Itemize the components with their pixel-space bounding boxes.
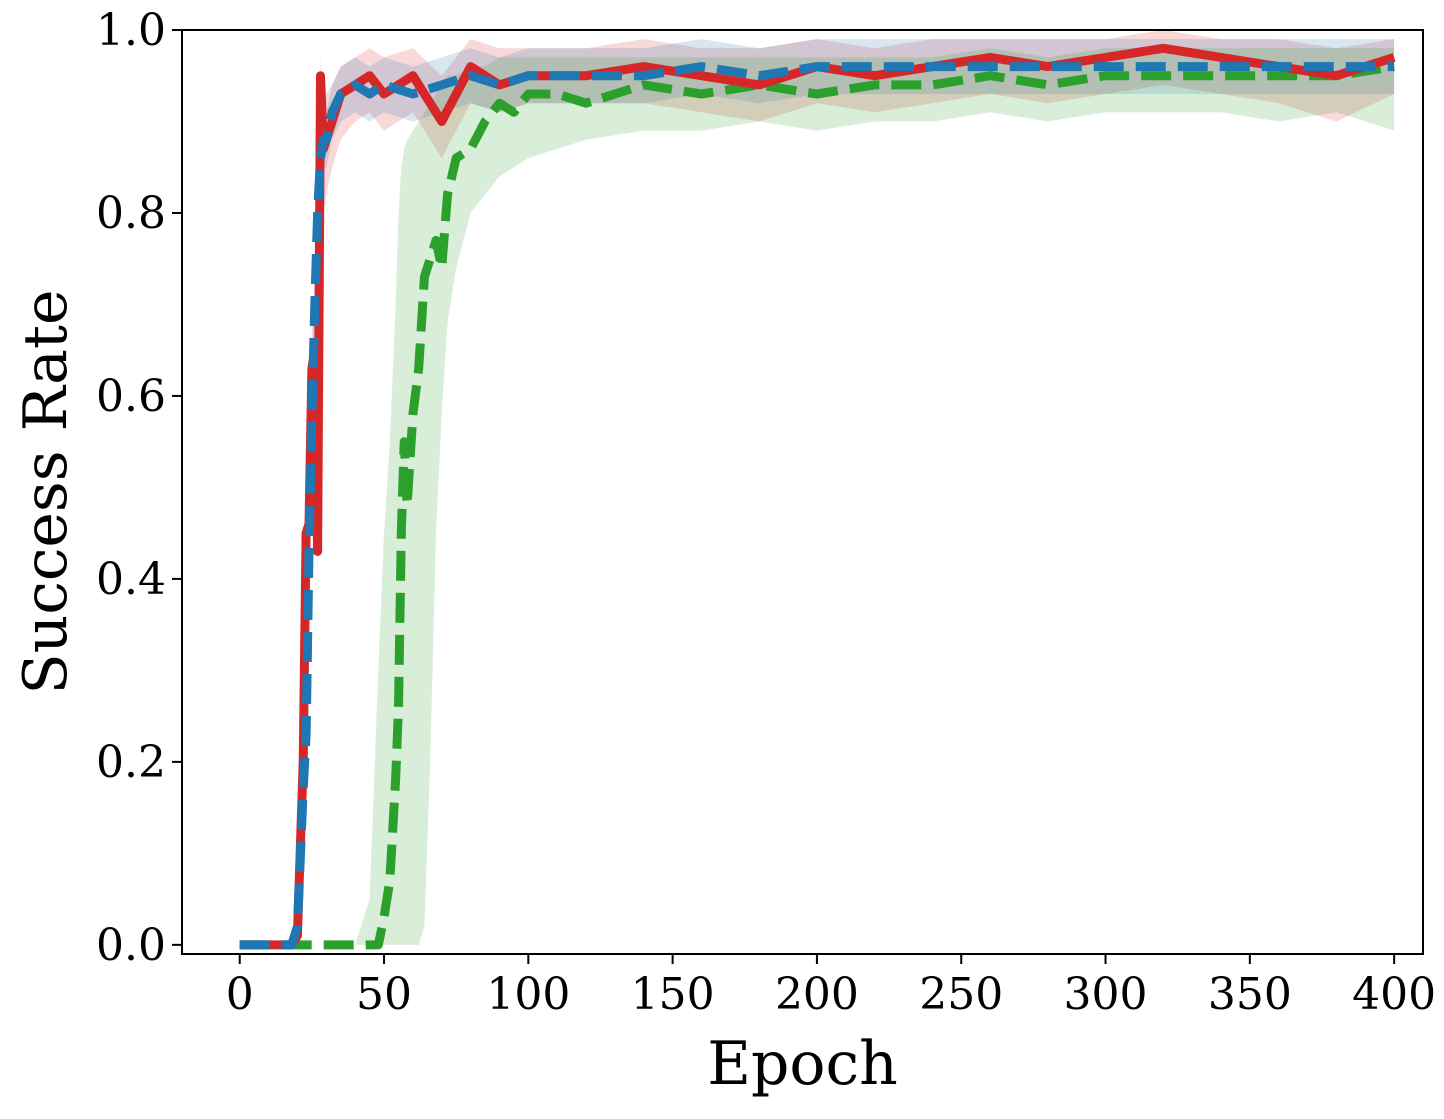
y-axis-ticks: 0.0 0.2 0.4 0.6 0.8 1.0 [96, 5, 182, 971]
series-2-line [239, 62, 1395, 950]
x-tick-label: 50 [356, 969, 412, 1020]
x-axis-label: Epoch [707, 1029, 898, 1099]
x-tick-label: 150 [631, 969, 715, 1020]
series-0-band [239, 30, 1395, 945]
series-lines [239, 43, 1396, 950]
series-1-line [239, 62, 1395, 950]
y-tick-label: 0.2 [96, 737, 166, 788]
y-tick-label: 0.6 [96, 371, 166, 422]
y-tick-label: 0.4 [96, 554, 166, 605]
x-tick-label: 100 [486, 969, 570, 1020]
x-tick-label: 300 [1064, 969, 1148, 1020]
x-tick-label: 400 [1352, 969, 1436, 1020]
y-axis-label: Success Rate [11, 289, 81, 694]
x-tick-label: 200 [775, 969, 859, 1020]
y-tick-label: 0.8 [96, 188, 166, 239]
confidence-bands [239, 30, 1395, 945]
y-tick-label: 0.0 [96, 920, 166, 971]
series-2-band [239, 48, 1395, 945]
x-axis-ticks: 0 50 100 150 200 250 300 350 400 [226, 954, 1436, 1020]
y-tick-label: 1.0 [96, 5, 166, 56]
x-tick-label: 250 [919, 969, 1003, 1020]
x-tick-label: 0 [226, 969, 254, 1020]
x-tick-label: 350 [1208, 969, 1292, 1020]
plot-frame [181, 29, 1424, 955]
